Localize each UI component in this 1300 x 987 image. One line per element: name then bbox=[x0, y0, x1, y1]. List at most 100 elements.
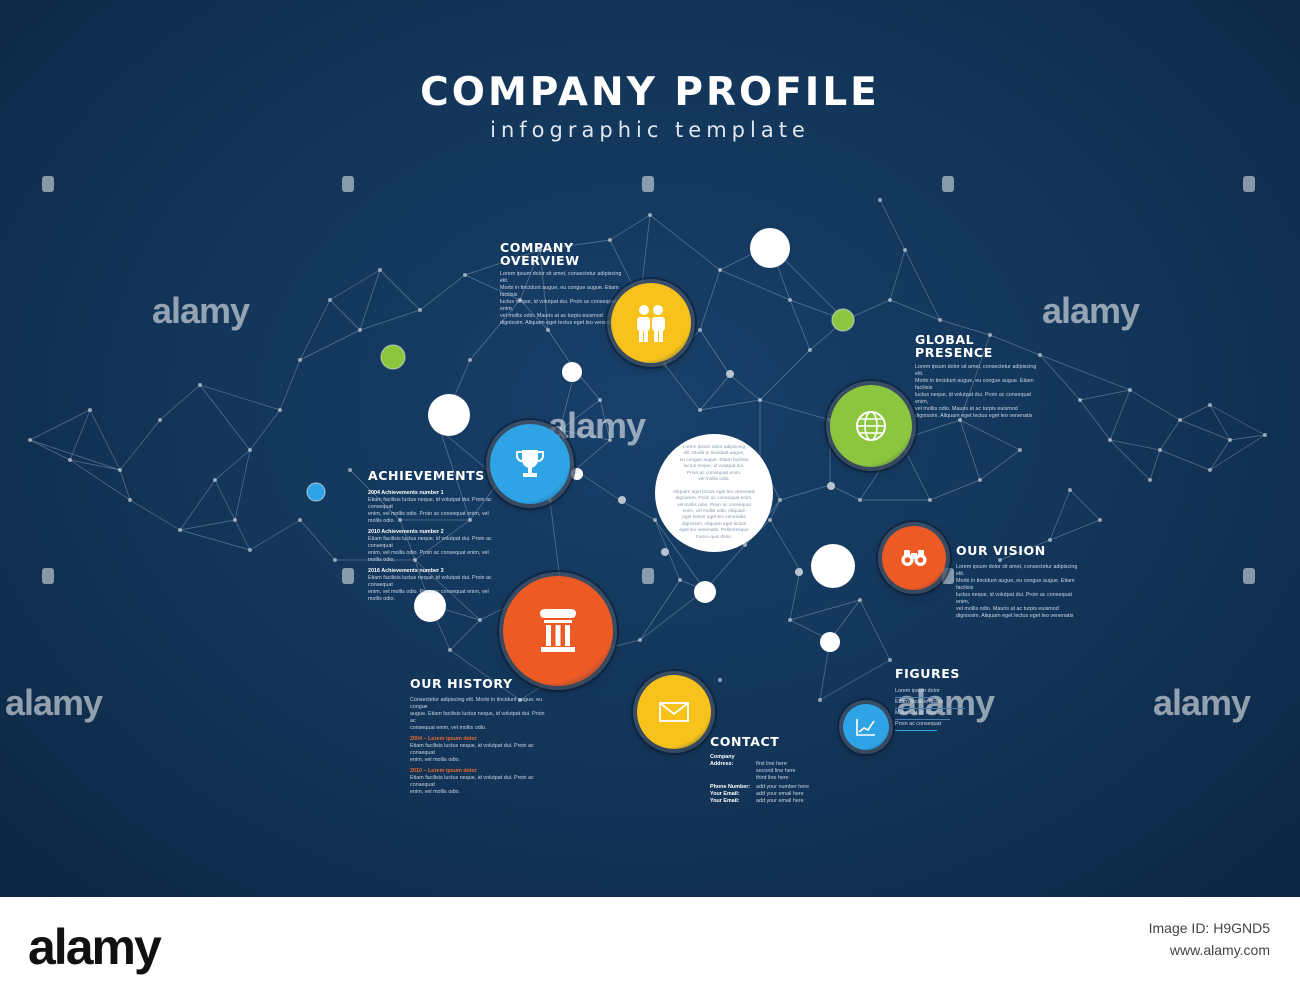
mesh-edge bbox=[639, 579, 681, 641]
figure-bar bbox=[895, 719, 950, 720]
figures-list: Lorem ipsum dolor Etiam facilisis luctus… bbox=[895, 686, 975, 730]
mesh-edge bbox=[1109, 439, 1161, 451]
mesh-node bbox=[298, 358, 302, 362]
mesh-edge bbox=[69, 459, 131, 501]
mesh-edge bbox=[1109, 389, 1131, 441]
text-line: Etiam facilisis luctus neque, id volutpa… bbox=[368, 497, 492, 510]
heading-line: OVERVIEW bbox=[500, 253, 580, 268]
mesh-edge bbox=[29, 439, 121, 471]
mesh-edge bbox=[1159, 449, 1211, 471]
network-dot bbox=[380, 344, 406, 370]
mesh-node bbox=[778, 498, 782, 502]
text-line: Morbi in tincidunt augue, eu congue augu… bbox=[500, 285, 619, 298]
mesh-node bbox=[1178, 418, 1182, 422]
mesh-edge bbox=[959, 419, 981, 481]
mesh-node bbox=[233, 518, 237, 522]
network-dot bbox=[811, 544, 855, 588]
watermark-mark bbox=[342, 176, 354, 192]
mesh-edge bbox=[1159, 419, 1181, 451]
mesh-edge bbox=[539, 249, 549, 331]
mesh-node bbox=[1078, 398, 1082, 402]
mesh-edge bbox=[1109, 439, 1151, 481]
mesh-edge bbox=[699, 269, 721, 331]
mesh-node bbox=[1068, 488, 1072, 492]
mesh-edge bbox=[999, 539, 1051, 561]
footer-info: Image ID: H9GND5 www.alamy.com bbox=[1149, 917, 1270, 961]
mesh-node bbox=[788, 298, 792, 302]
mesh-node bbox=[468, 358, 472, 362]
mesh-edge bbox=[729, 374, 761, 401]
mesh-node bbox=[1098, 518, 1102, 522]
mesh-node bbox=[928, 498, 932, 502]
text-line: dignissim. Aliquam eget lectus eget leo … bbox=[915, 413, 1033, 419]
mesh-node bbox=[348, 468, 352, 472]
mesh-edge bbox=[829, 484, 861, 501]
mesh-edge bbox=[1129, 389, 1181, 421]
mesh-node bbox=[938, 318, 942, 322]
mesh-node bbox=[333, 558, 337, 562]
text-line: Lorem ipsum dolor sit amet, consectetur … bbox=[500, 271, 622, 284]
mesh-edge bbox=[199, 384, 281, 411]
network-dot bbox=[618, 496, 626, 504]
mesh-edge bbox=[989, 334, 1041, 356]
text-line: Lorem ipsum dolor sit amet, consectetur … bbox=[915, 364, 1037, 377]
mesh-edge bbox=[29, 409, 91, 441]
mesh-node bbox=[1108, 438, 1112, 442]
watermark-right: alamy bbox=[1042, 290, 1140, 331]
our-vision-heading: OUR VISION bbox=[956, 543, 1046, 558]
mesh-node bbox=[518, 298, 522, 302]
mesh-edge bbox=[939, 319, 991, 336]
mesh-edge bbox=[179, 519, 236, 531]
mesh-node bbox=[88, 408, 92, 412]
mesh-edge bbox=[1179, 404, 1211, 421]
mesh-node bbox=[988, 333, 992, 337]
mesh-node bbox=[758, 398, 762, 402]
mesh-edge bbox=[399, 519, 416, 561]
mesh-node bbox=[478, 618, 482, 622]
figure-line: Mauris at ac turpis bbox=[895, 710, 940, 716]
mesh-edge bbox=[1039, 354, 1081, 401]
center-text-line: dignissim. Aliquam eget lectus bbox=[681, 521, 747, 527]
company-overview-text: Lorem ipsum dolor sit amet, consectetur … bbox=[500, 271, 630, 327]
mesh-edge bbox=[699, 399, 761, 411]
text-line: enim, vel mollis odio. bbox=[410, 757, 461, 763]
figure-line: Proin ac consequat bbox=[895, 721, 942, 727]
mesh-node bbox=[128, 498, 132, 502]
mesh-node bbox=[1018, 448, 1022, 452]
network-dot bbox=[414, 590, 446, 622]
figure-bar bbox=[895, 697, 935, 698]
mesh-edge bbox=[69, 459, 121, 471]
watermark-mark bbox=[942, 176, 954, 192]
mesh-edge bbox=[464, 249, 541, 276]
mesh-edge bbox=[769, 519, 801, 571]
mesh-node bbox=[978, 478, 982, 482]
mesh-node bbox=[463, 273, 467, 277]
mesh-edge bbox=[649, 214, 721, 271]
achievements-heading: ACHIEVEMENTS bbox=[368, 468, 485, 483]
mesh-edge bbox=[519, 299, 549, 331]
heading-line: PRESENCE bbox=[915, 345, 993, 360]
text-line: Etiam facilisis luctus neque, id volutpa… bbox=[410, 743, 534, 756]
network-dot bbox=[694, 581, 716, 603]
text-line: Morbi in tincidunt augue, eu congue augu… bbox=[956, 578, 1075, 591]
mesh-node bbox=[468, 518, 472, 522]
envelope-icon bbox=[637, 675, 711, 749]
watermark-mark bbox=[1243, 176, 1255, 192]
contact-row: second line here bbox=[756, 768, 796, 774]
mesh-node bbox=[1228, 438, 1232, 442]
mesh-node bbox=[378, 268, 382, 272]
mesh-node bbox=[903, 248, 907, 252]
mesh-edge bbox=[159, 384, 201, 421]
contact-row: Your Email: add your email here bbox=[710, 791, 804, 797]
network-dot bbox=[428, 394, 470, 436]
mesh-edge bbox=[929, 479, 981, 501]
text-line: dignissim. Aliquam eget lectus eget leo … bbox=[956, 613, 1074, 619]
network-dot bbox=[820, 632, 840, 652]
mesh-edge bbox=[789, 569, 801, 621]
achievement-title: 2004 Achievements number 1 bbox=[368, 490, 444, 496]
mesh-node bbox=[68, 458, 72, 462]
mesh-edge bbox=[904, 249, 941, 321]
mesh-node bbox=[718, 268, 722, 272]
mesh-edge bbox=[1209, 434, 1266, 471]
mesh-edge bbox=[359, 309, 421, 331]
